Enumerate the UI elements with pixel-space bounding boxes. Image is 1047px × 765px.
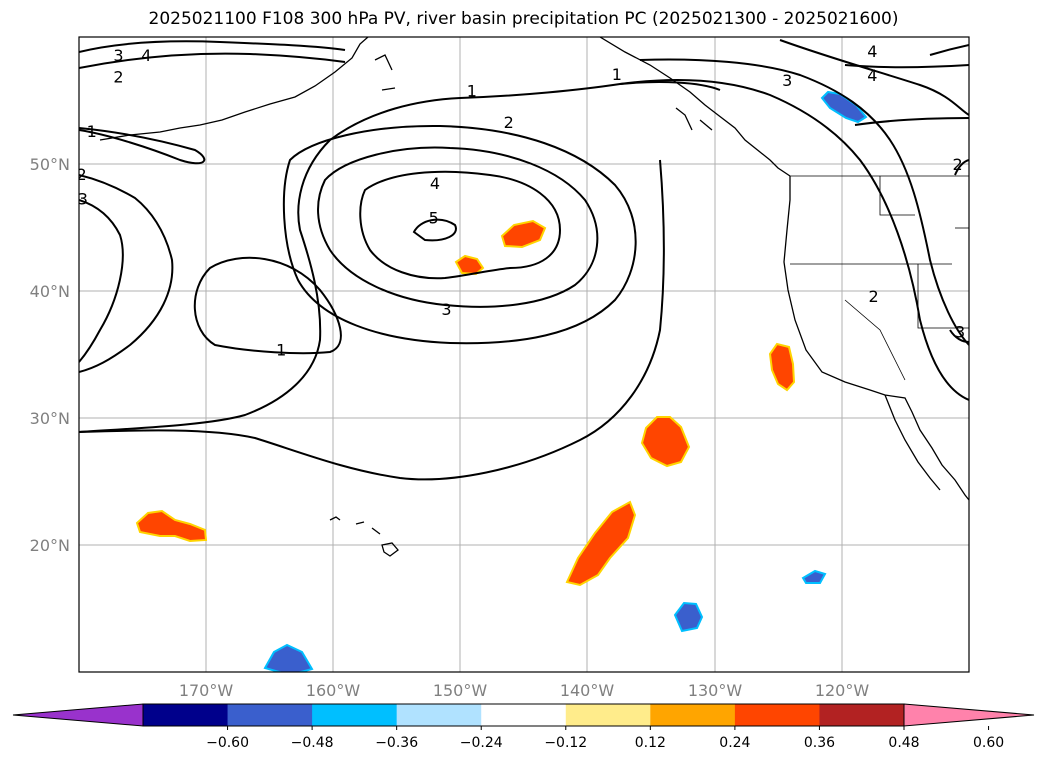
lon-label-160w: 160°W: [306, 681, 361, 700]
lon-label-140w: 140°W: [560, 681, 615, 700]
colorbar-segment: [734, 704, 820, 726]
colorbar-tick-label: 0.24: [719, 735, 750, 751]
map-frame: [78, 36, 970, 673]
latitude-labels: 50°N 40°N 30°N 20°N: [30, 155, 70, 555]
colorbar-ticks: −0.60 −0.48 −0.36 −0.24 −0.12 0.12 0.24 0.36 0.4…: [206, 726, 1004, 751]
colorbar-extend-low: [12, 703, 144, 727]
colorbar-segment: [565, 704, 651, 726]
colorbar-segment: [481, 704, 567, 726]
lat-label-30n: 30°N: [30, 409, 70, 428]
colorbar-tick-label: −0.60: [206, 735, 249, 751]
lon-label-150w: 150°W: [433, 681, 488, 700]
map-title: 2025021100 F108 300 hPa PV, river basin …: [148, 9, 899, 29]
lon-label-170w: 170°W: [179, 681, 234, 700]
colorbar-segment: [396, 704, 482, 726]
warm-anomaly-42n: [454, 254, 485, 276]
cool-anomaly-17n: [801, 569, 827, 584]
contour-label: 2: [869, 287, 879, 306]
contour-label: 3: [78, 189, 88, 208]
colorbar-segment: [312, 704, 398, 726]
precipitation-shading: [135, 90, 868, 672]
contour-label: 4: [867, 66, 877, 85]
longitude-labels: 170°W 160°W 150°W 140°W 130°W 120°W: [179, 681, 870, 700]
lon-label-130w: 130°W: [688, 681, 743, 700]
colorbar-tick-label: 0.12: [635, 735, 666, 751]
colorbar-segment: [227, 704, 313, 726]
colorbar-segment: [819, 704, 905, 726]
contour-label: 1: [87, 122, 97, 141]
contour-label: 3: [113, 46, 123, 65]
colorbar-segment: [143, 704, 229, 726]
coastlines: [99, 37, 969, 557]
colorbar-tick-label: −0.48: [291, 735, 334, 751]
contour-label: 3: [955, 323, 965, 342]
contour-label: 2: [952, 155, 962, 174]
contour-label: 2: [504, 113, 514, 132]
warm-anomaly-44n: [500, 219, 547, 249]
colorbar-tick-label: −0.12: [544, 735, 587, 751]
colorbar-tick-label: −0.24: [460, 735, 503, 751]
contour-label: 4: [430, 174, 440, 193]
lon-label-120w: 120°W: [815, 681, 870, 700]
cool-anomaly-bc-coast: [820, 90, 868, 124]
contour-label: 2: [76, 165, 86, 184]
colorbar: −0.60 −0.48 −0.36 −0.24 −0.12 0.12 0.24 0.36 0.4…: [12, 703, 1035, 751]
lat-label-50n: 50°N: [30, 155, 70, 174]
colorbar-tick-label: 0.36: [804, 735, 835, 751]
contour-label: 3: [441, 300, 451, 319]
colorbar-tick-label: 0.48: [888, 735, 919, 751]
contour-label: 3: [782, 71, 792, 90]
colorbar-extend-high: [903, 703, 1035, 727]
warm-anomaly-pacific-20n: [135, 509, 208, 543]
contour-label: 4: [867, 42, 877, 61]
gridlines: [79, 37, 969, 672]
political-borders: [790, 175, 969, 381]
colorbar-segment: [650, 704, 736, 726]
lat-label-40n: 40°N: [30, 282, 70, 301]
contour-label: 1: [467, 81, 477, 100]
warm-anomaly-28n: [640, 416, 691, 468]
cool-anomaly-bottom: [263, 643, 314, 672]
warm-anomaly-california: [768, 342, 796, 392]
colorbar-tick-label: −0.36: [375, 735, 418, 751]
contour-label: 1: [276, 340, 286, 359]
cool-anomaly-14n: [673, 601, 704, 633]
contour-label: 1: [612, 65, 622, 84]
lat-label-20n: 20°N: [30, 536, 70, 555]
colorbar-tick-label: 0.60: [973, 735, 1004, 751]
contour-label: 5: [429, 208, 439, 227]
colorbar-outline: [142, 703, 905, 727]
warm-anomaly-20n-band: [565, 500, 637, 587]
contour-label: 4: [141, 46, 151, 65]
colorbar-segments: [12, 703, 1035, 727]
pv-contours: [79, 39, 969, 481]
contour-label: 2: [113, 67, 123, 86]
